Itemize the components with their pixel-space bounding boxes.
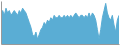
plot [1,2,120,45]
line [1,3,119,39]
x-axis [2,44,120,45]
chart [0,0,120,45]
y-axis [1,2,2,45]
area [1,3,119,44]
axis-line [1,2,2,45]
axis-line [2,44,120,45]
marks [1,3,119,44]
